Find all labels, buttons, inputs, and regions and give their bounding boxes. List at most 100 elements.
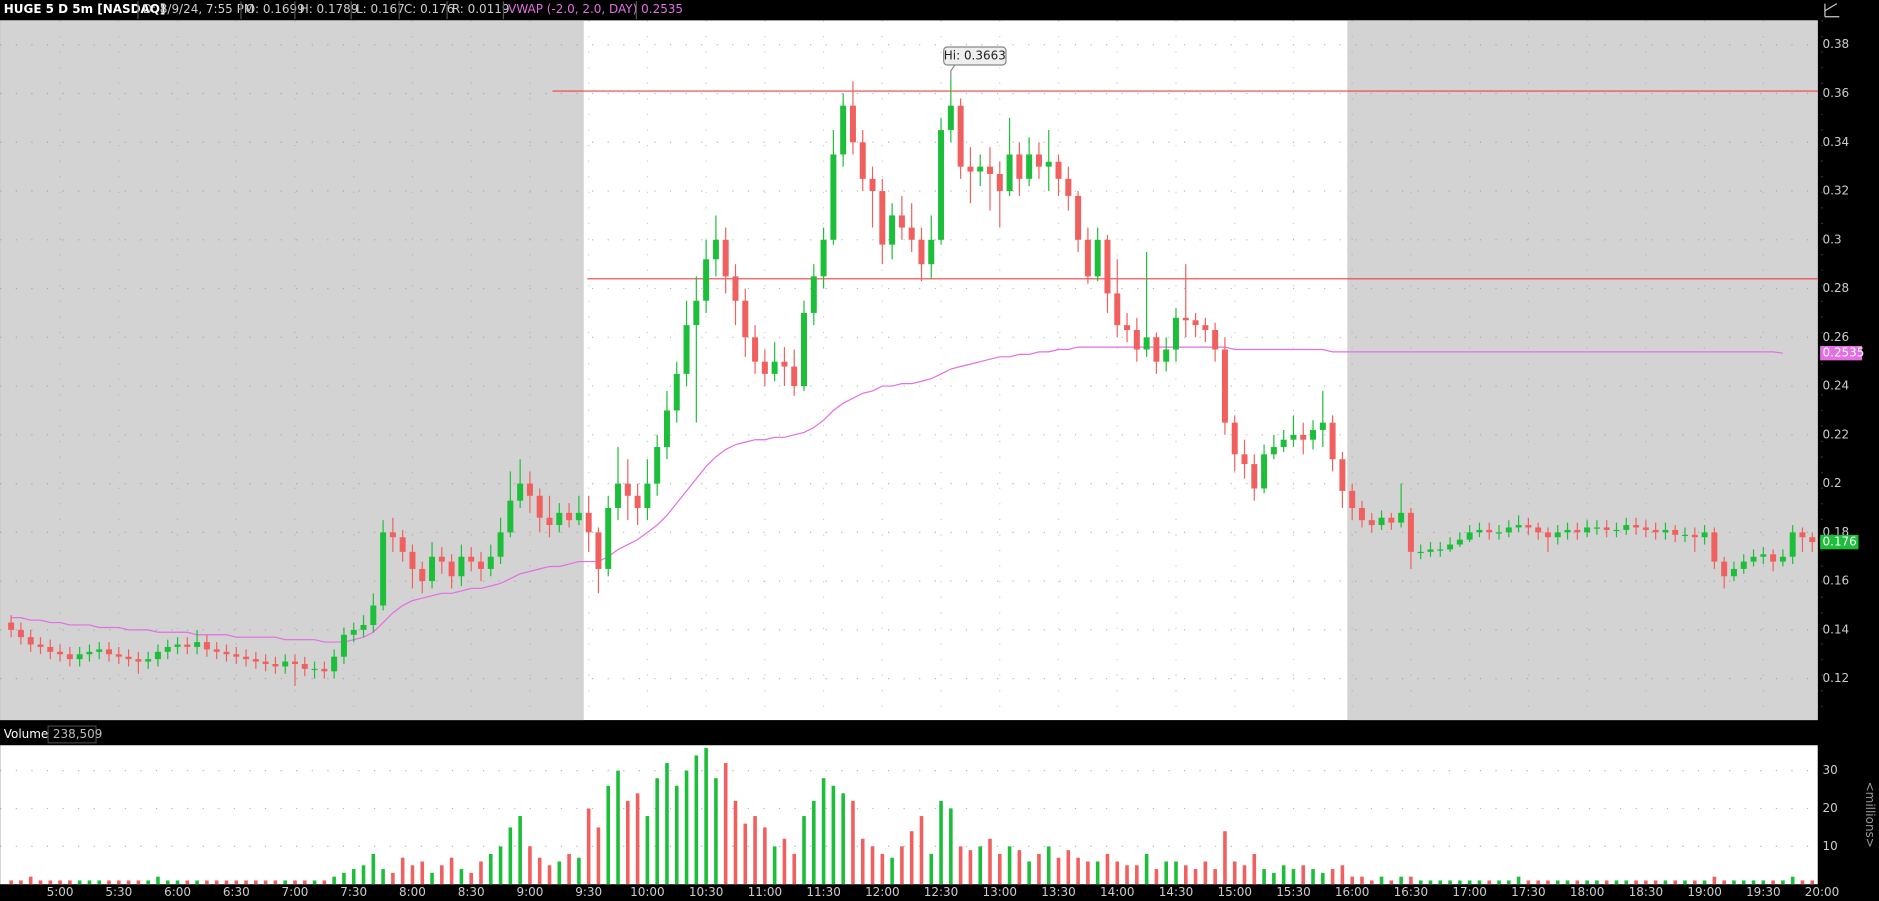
candle-body xyxy=(1789,532,1796,557)
candle-body xyxy=(1770,554,1777,562)
volume-bar xyxy=(958,846,963,885)
candle-body xyxy=(1241,454,1248,465)
volume-bar xyxy=(1066,850,1071,885)
candle-body xyxy=(1251,464,1258,489)
volume-bar xyxy=(1595,880,1599,885)
x-tick-label: 7:00 xyxy=(282,885,309,899)
volume-bar xyxy=(596,827,601,885)
toolbar-icon[interactable] xyxy=(1824,3,1840,18)
volume-bar xyxy=(381,869,385,885)
candle-body xyxy=(889,215,896,245)
candle-body xyxy=(1319,422,1326,430)
volume-bar xyxy=(195,880,199,885)
candle-body xyxy=(1231,422,1238,455)
volume-bar xyxy=(1125,865,1129,885)
volume-bar xyxy=(997,853,1002,885)
candle-body xyxy=(536,495,543,518)
candle-body xyxy=(546,517,553,526)
volume-bar xyxy=(1086,861,1090,885)
y-tick-label: 0.32 xyxy=(1823,184,1850,198)
volume-bar xyxy=(1203,861,1208,885)
y-tick-label: 0.22 xyxy=(1823,427,1850,441)
volume-bar xyxy=(586,808,591,885)
volume-bar xyxy=(1722,880,1726,885)
candle-body xyxy=(37,644,44,647)
candle-body xyxy=(174,644,181,647)
header-field: L: 0.167 xyxy=(356,2,405,16)
x-tick-label: 6:30 xyxy=(223,885,250,899)
candle-body xyxy=(693,300,700,326)
volume-bar xyxy=(802,816,806,885)
volume-bar xyxy=(410,865,415,885)
volume-bar xyxy=(1487,880,1492,885)
candle-body xyxy=(1779,556,1786,562)
volume-bar xyxy=(733,800,738,885)
volume-bar xyxy=(714,778,718,885)
x-tick-label: 20:00 xyxy=(1805,885,1840,899)
x-tick-label: 14:30 xyxy=(1159,885,1194,899)
candle-body xyxy=(360,624,367,630)
volume-bar xyxy=(616,770,620,885)
volume-bar xyxy=(1702,880,1707,885)
volume-bar xyxy=(488,853,493,885)
candle-body xyxy=(272,664,279,667)
volume-bar xyxy=(1673,880,1678,885)
candle-body xyxy=(223,651,230,655)
candle-body xyxy=(1182,317,1189,321)
volume-bar xyxy=(1771,880,1775,885)
candle-body xyxy=(712,239,719,260)
candle-body xyxy=(1437,549,1444,551)
vwap-badge xyxy=(1820,345,1863,361)
candle-body xyxy=(526,483,533,496)
candle-body xyxy=(262,661,269,665)
candle-body xyxy=(1574,529,1581,533)
volume-bar xyxy=(1565,880,1570,885)
candle-body xyxy=(879,191,886,245)
candle-body xyxy=(429,556,436,582)
volume-bar xyxy=(1017,850,1022,885)
candle-body xyxy=(1094,239,1101,277)
x-tick-label: 10:30 xyxy=(689,885,724,899)
volume-bar xyxy=(244,880,248,885)
candle-body xyxy=(1466,532,1473,540)
candle-body xyxy=(1172,317,1179,350)
volume-bar xyxy=(1507,880,1511,885)
x-tick-label: 5:30 xyxy=(105,885,132,899)
volume-bar xyxy=(1810,880,1815,885)
candle-body xyxy=(987,166,993,174)
volume-bar xyxy=(1692,880,1697,885)
candle-body xyxy=(869,178,876,192)
candle-body xyxy=(575,512,582,521)
candle-body xyxy=(370,605,377,625)
candle-body xyxy=(634,495,641,508)
candle-body xyxy=(742,300,749,338)
candle-body xyxy=(184,644,191,647)
volume-bar xyxy=(635,793,640,885)
candle-body xyxy=(1045,161,1052,167)
volume-bar xyxy=(1526,880,1531,885)
candle-body xyxy=(135,659,142,662)
candle-body xyxy=(76,654,83,660)
volume-bar xyxy=(1575,880,1580,885)
candle-body xyxy=(595,532,602,569)
volume-bar xyxy=(1555,880,1560,885)
last-price-badge xyxy=(1820,534,1859,550)
volume-bar xyxy=(1428,880,1433,885)
volume-bar xyxy=(430,872,434,885)
candle-body xyxy=(1554,532,1561,538)
candle-body xyxy=(1525,525,1532,528)
candle-body xyxy=(918,239,925,265)
y-tick-label: 0.38 xyxy=(1823,37,1850,51)
candle-body xyxy=(957,105,964,167)
candle-body xyxy=(673,373,680,411)
header-field: R: 0.0119 xyxy=(452,2,510,16)
candle-body xyxy=(1515,525,1522,528)
volume-bar xyxy=(361,865,366,885)
x-tick-label: 10:00 xyxy=(630,885,665,899)
volume-bar xyxy=(841,793,845,885)
volume-bar xyxy=(351,869,356,885)
candle-body xyxy=(1163,349,1170,362)
volume-bar xyxy=(988,838,992,885)
volume-bar xyxy=(254,880,258,885)
volume-bar xyxy=(68,880,72,885)
